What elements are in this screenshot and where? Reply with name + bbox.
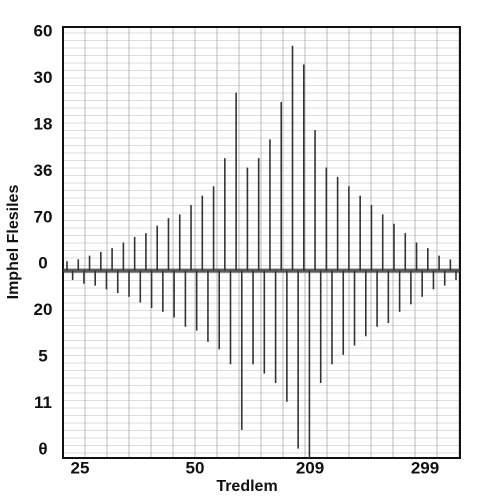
x-tick-label: 209 (296, 458, 324, 477)
y-tick-label: 30 (34, 68, 53, 87)
x-tick-label: 50 (186, 458, 205, 477)
y-tick-label: 20 (34, 300, 53, 319)
y-tick-label: 60 (34, 21, 53, 40)
y-tick-label: 18 (34, 114, 53, 133)
grid (63, 27, 460, 458)
y-axis-title: Imphel Flesiles (5, 185, 22, 300)
x-tick-label: 25 (71, 458, 90, 477)
y-tick-label: 11 (34, 393, 52, 412)
y-tick-label: 36 (34, 161, 53, 180)
y-tick-label: 5 (38, 347, 47, 366)
x-axis-title: Tredlem (216, 478, 277, 495)
x-tick-label: 299 (411, 458, 439, 477)
y-tick-label: θ (38, 439, 47, 458)
plot-frame (62, 26, 461, 459)
y-tick-label: 0 (38, 254, 47, 273)
y-tick-label: 70 (34, 207, 53, 226)
